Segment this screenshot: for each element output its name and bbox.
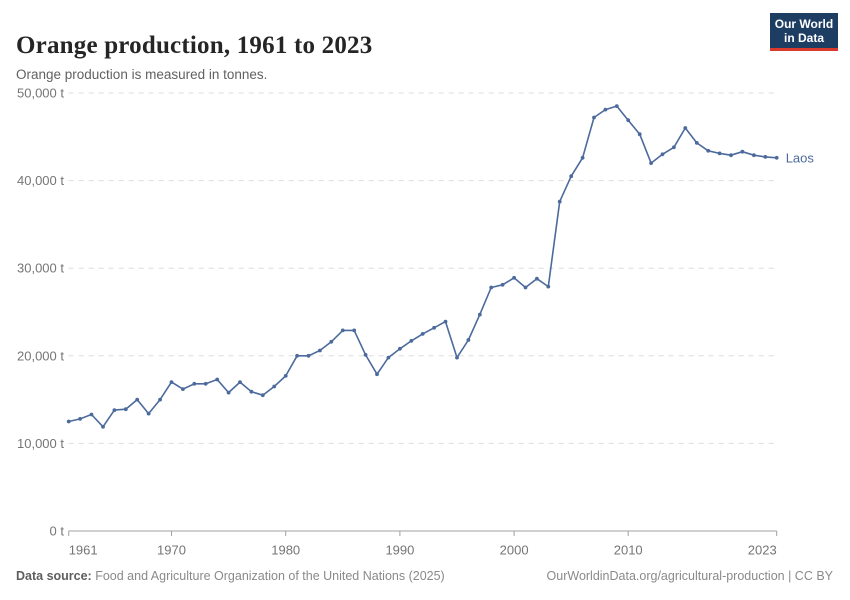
x-axis-tick-label: 1980 — [271, 543, 300, 558]
data-point[interactable] — [683, 126, 688, 130]
x-axis-tick-label: 1970 — [157, 543, 186, 558]
data-point[interactable] — [443, 319, 448, 324]
data-point[interactable] — [752, 153, 756, 158]
y-axis-tick-label: 30,000 t — [17, 261, 64, 276]
owid-logo-text: Our World in Data — [774, 16, 834, 45]
data-point[interactable] — [512, 275, 516, 280]
x-axis-tick-label: 1961 — [69, 543, 98, 558]
data-point[interactable] — [318, 348, 322, 353]
y-axis-tick-label: 0 t — [50, 524, 65, 539]
data-point[interactable] — [455, 355, 459, 360]
data-point[interactable] — [340, 328, 345, 333]
data-point[interactable] — [249, 389, 254, 394]
data-point[interactable] — [363, 353, 368, 357]
data-point[interactable] — [329, 339, 334, 344]
data-point[interactable] — [101, 424, 105, 429]
data-point[interactable] — [215, 377, 220, 382]
data-point[interactable] — [649, 161, 653, 166]
data-point[interactable] — [238, 380, 242, 384]
y-axis-tick-label: 20,000 t — [17, 348, 64, 363]
data-point[interactable] — [672, 145, 676, 150]
chart-subtitle: Orange production is measured in tonnes. — [16, 66, 268, 82]
y-axis-tick-label: 40,000 t — [17, 173, 64, 188]
y-axis-tick-label: 10,000 t — [17, 436, 64, 451]
data-point[interactable] — [489, 285, 494, 290]
data-point[interactable] — [146, 411, 151, 416]
data-point[interactable] — [626, 118, 631, 123]
data-point[interactable] — [535, 276, 539, 281]
data-source-label: Data source: — [16, 569, 92, 583]
data-point[interactable] — [295, 353, 299, 358]
owid-logo[interactable]: Our World in Data — [770, 13, 838, 51]
y-axis-tick-label: 50,000 t — [17, 86, 64, 101]
data-point[interactable] — [158, 397, 163, 402]
data-point[interactable] — [386, 355, 391, 360]
data-point[interactable] — [135, 397, 140, 402]
data-point[interactable] — [740, 149, 745, 154]
owid-url-link[interactable]: OurWorldinData.org/agricultural-producti… — [546, 569, 833, 583]
x-axis-tick-label: 2000 — [500, 543, 529, 558]
data-point[interactable] — [375, 372, 379, 377]
data-point[interactable] — [580, 155, 585, 160]
x-axis-tick-label: 1990 — [385, 543, 414, 558]
data-point[interactable] — [123, 407, 128, 412]
data-point[interactable] — [569, 174, 574, 179]
data-point[interactable] — [763, 155, 768, 159]
data-point[interactable] — [614, 104, 619, 108]
data-point[interactable] — [637, 132, 642, 137]
data-point[interactable] — [546, 284, 551, 289]
data-source-text: Food and Agriculture Organization of the… — [91, 569, 445, 583]
data-point[interactable] — [717, 151, 722, 156]
data-point[interactable] — [283, 374, 288, 378]
data-point[interactable] — [500, 282, 505, 287]
data-point[interactable] — [706, 148, 711, 153]
data-point[interactable] — [203, 381, 208, 386]
data-point[interactable] — [603, 107, 608, 112]
data-point[interactable] — [306, 353, 311, 358]
data-point[interactable] — [398, 346, 402, 351]
data-point[interactable] — [260, 393, 265, 398]
data-point[interactable] — [477, 312, 482, 317]
data-point[interactable] — [112, 408, 117, 412]
data-point[interactable] — [226, 390, 231, 395]
data-point[interactable] — [66, 419, 71, 424]
data-point[interactable] — [409, 339, 414, 343]
data-point[interactable] — [466, 338, 471, 342]
data-source-note: Data source: Food and Agriculture Organi… — [16, 569, 445, 583]
page-title: Orange production, 1961 to 2023 — [16, 31, 373, 59]
data-point[interactable] — [660, 152, 665, 157]
data-point[interactable] — [181, 387, 185, 391]
data-point[interactable] — [89, 412, 94, 417]
data-point[interactable] — [557, 199, 562, 204]
data-point[interactable] — [78, 417, 82, 421]
data-point[interactable] — [694, 141, 699, 145]
laos-series-line — [67, 105, 778, 428]
entity-label[interactable]: Laos — [786, 150, 815, 165]
x-axis-tick-label: 2023 — [748, 543, 777, 558]
data-point[interactable] — [272, 384, 277, 389]
data-point[interactable] — [420, 332, 425, 336]
data-point[interactable] — [592, 115, 596, 120]
data-point[interactable] — [774, 155, 779, 160]
data-point[interactable] — [169, 380, 174, 384]
data-point[interactable] — [523, 285, 528, 290]
data-point[interactable] — [729, 153, 733, 158]
data-point[interactable] — [192, 381, 197, 386]
data-point[interactable] — [352, 328, 357, 333]
data-point[interactable] — [432, 325, 436, 330]
x-axis-tick-label: 2010 — [614, 543, 643, 558]
